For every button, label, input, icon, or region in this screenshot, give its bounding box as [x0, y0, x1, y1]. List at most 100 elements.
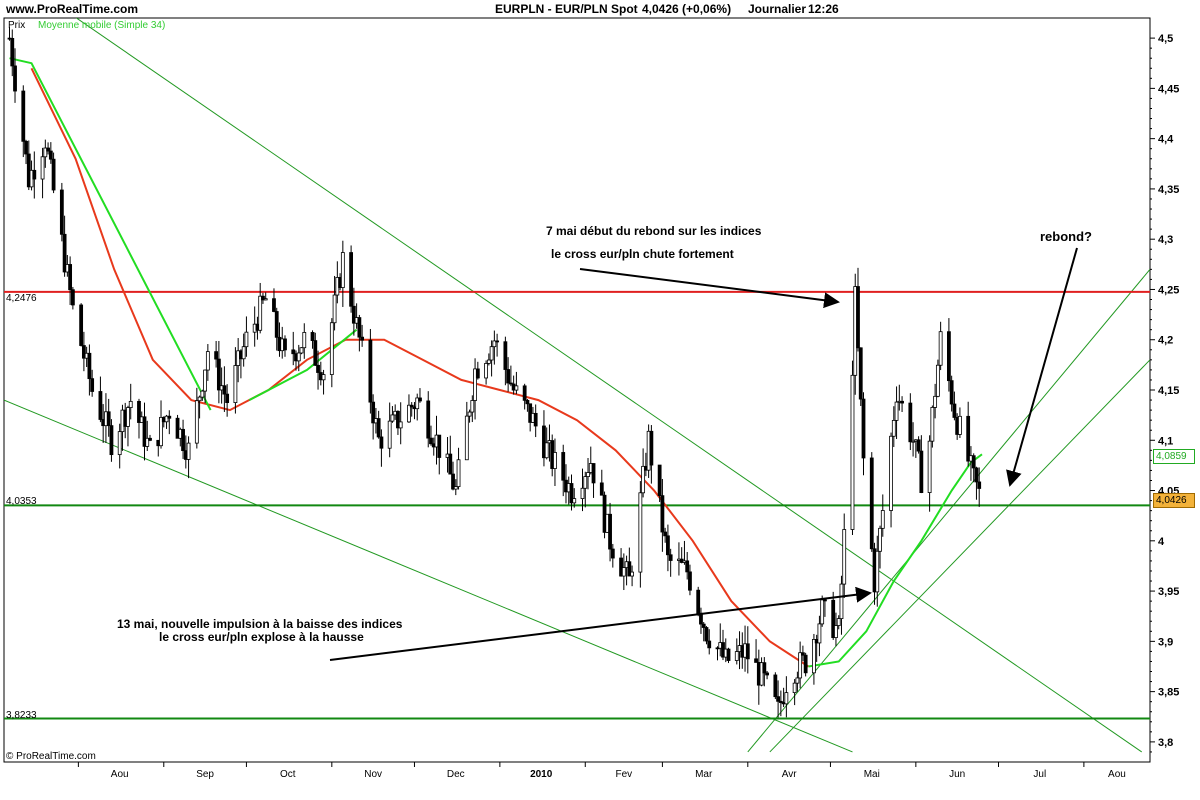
- candles: [7, 26, 982, 718]
- y-tick-label: 4,45: [1158, 83, 1179, 95]
- last-price-badge: 4,0426: [1153, 493, 1195, 508]
- x-tick-label: Jun: [949, 769, 965, 780]
- candle-body: [261, 295, 265, 301]
- candle-body: [952, 403, 957, 418]
- candle-body: [495, 340, 500, 343]
- candle-body: [930, 407, 935, 442]
- ma-green-segment: [808, 453, 983, 668]
- candle-body: [43, 147, 48, 158]
- candle-body: [823, 599, 827, 602]
- x-tick-label: 2010: [530, 769, 553, 780]
- candle-body: [834, 625, 838, 639]
- candle-body: [696, 589, 701, 614]
- candle-body: [933, 395, 938, 408]
- candle-body: [580, 487, 585, 499]
- instrument-title: EURPLN - EUR/PLN Spot: [495, 2, 638, 16]
- candle-body: [542, 425, 546, 459]
- candle-body: [514, 385, 519, 391]
- candle-body: [759, 662, 764, 686]
- candle-body: [486, 359, 491, 364]
- candle-body: [51, 158, 56, 191]
- candle-body: [371, 401, 376, 424]
- candle-body: [263, 298, 268, 301]
- candle-body: [958, 415, 962, 435]
- arrow-to-rebond: [1006, 247, 1078, 487]
- candle-body: [889, 435, 893, 511]
- candle-body: [456, 459, 461, 488]
- candle-body: [831, 599, 836, 639]
- candle-body: [175, 417, 180, 439]
- x-tick-label: Dec: [447, 769, 465, 780]
- quote-text: 4,0426 (+0,06%): [642, 2, 732, 16]
- candle-body: [329, 322, 334, 375]
- candle-body: [70, 289, 75, 306]
- candle-body: [776, 696, 781, 702]
- site-title[interactable]: www.ProRealTime.com: [6, 2, 139, 16]
- candle-body: [850, 374, 855, 530]
- candle-body: [608, 513, 612, 550]
- candle-body: [360, 336, 365, 341]
- candle-body: [657, 464, 662, 497]
- candle-body: [911, 440, 915, 443]
- candle-body: [927, 440, 932, 493]
- x-tick-label: Mar: [695, 769, 713, 780]
- candle-body: [299, 347, 304, 354]
- candle-body: [214, 351, 219, 360]
- candle-body: [795, 677, 800, 684]
- candle-body: [619, 557, 623, 577]
- y-tick-label: 3,95: [1158, 586, 1179, 598]
- candle-body: [966, 415, 971, 462]
- candle-body: [858, 347, 863, 400]
- candle-body: [81, 345, 86, 359]
- x-tick-label: Oct: [280, 769, 296, 780]
- horizontal-levels: [4, 290, 1150, 720]
- candle-body: [638, 492, 643, 573]
- candle-body: [663, 531, 668, 537]
- candle-body: [464, 415, 469, 461]
- annotation-new-impulse: 13 mai, nouvelle impulsion à la baisse d…: [117, 617, 403, 631]
- candle-body: [583, 476, 588, 489]
- candle-body: [800, 652, 805, 656]
- candle-body: [734, 651, 739, 661]
- y-tick-label: 4,1: [1158, 435, 1173, 447]
- candle-body: [274, 311, 279, 338]
- x-tick-label: Nov: [364, 769, 382, 780]
- candle-body: [553, 452, 557, 469]
- candle-body: [916, 439, 921, 452]
- arrow-to-peak: [579, 268, 840, 309]
- candle-body: [765, 672, 769, 676]
- candle-body: [79, 304, 84, 346]
- candle-body: [701, 623, 706, 628]
- candle-body: [321, 374, 326, 381]
- candle-body: [316, 364, 320, 373]
- candle-body: [685, 560, 690, 573]
- candle-body: [244, 331, 249, 348]
- y-tick-label: 4,3: [1158, 234, 1173, 246]
- candle-body: [258, 295, 263, 331]
- candle-body: [762, 662, 767, 674]
- ma-legend[interactable]: Moyenne mobile (Simple 34): [38, 20, 166, 31]
- candle-body: [522, 385, 527, 401]
- candle-body: [283, 338, 287, 351]
- period-text: Journalier: [748, 2, 807, 16]
- candle-body: [591, 463, 596, 484]
- candle-body: [473, 368, 477, 401]
- candle-body: [621, 567, 626, 577]
- candle-body: [660, 495, 665, 533]
- candle-body: [525, 399, 530, 405]
- y-tick-label: 4,35: [1158, 184, 1179, 196]
- candle-body: [310, 332, 315, 341]
- ma-green-segment: [248, 328, 358, 401]
- candle-body: [142, 416, 147, 447]
- candle-body: [778, 700, 783, 703]
- candle-body: [630, 571, 634, 577]
- candle-body: [817, 623, 822, 644]
- candle-body: [946, 331, 951, 382]
- candle-body: [745, 643, 750, 660]
- candle-body: [167, 415, 172, 419]
- candle-body: [842, 529, 847, 585]
- candle-body: [803, 654, 808, 674]
- candle-body: [109, 425, 114, 456]
- candle-body: [332, 294, 337, 324]
- candle-body: [569, 483, 574, 504]
